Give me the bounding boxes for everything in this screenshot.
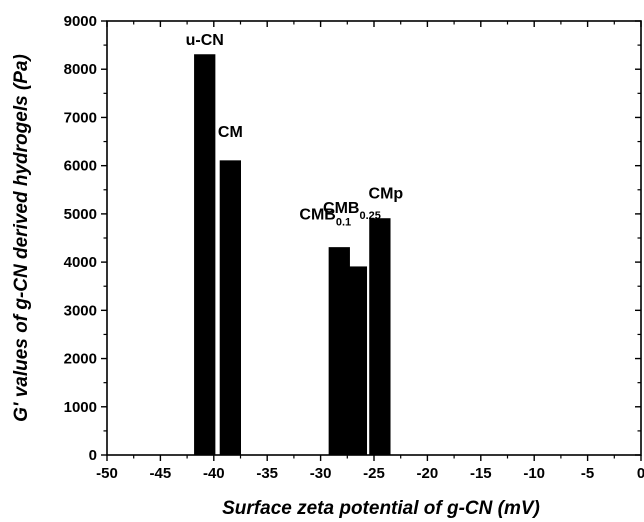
y-axis-title: G' values of g-CN derived hydrogels (Pa): [11, 54, 32, 422]
x-tick-label: -40: [203, 465, 225, 482]
y-tick-label: 4000: [64, 254, 97, 271]
bar-label: CM: [218, 124, 243, 141]
x-tick-label: -50: [96, 465, 118, 482]
x-tick-label: -10: [523, 465, 545, 482]
x-tick-label: -45: [150, 465, 172, 482]
bar-label: CMp: [369, 186, 404, 203]
x-tick-label: -15: [470, 465, 492, 482]
y-tick-label: 2000: [64, 351, 97, 368]
bar-label: u-CN: [186, 32, 224, 49]
bar: [369, 218, 391, 456]
y-tick-label: 6000: [64, 158, 97, 175]
x-tick-label: -30: [310, 465, 332, 482]
bar-label: CMB0.1: [299, 207, 351, 229]
y-tick-label: 1000: [64, 399, 97, 416]
bar: [194, 54, 216, 456]
bar: [328, 247, 350, 456]
y-tick-label: 3000: [64, 302, 97, 319]
axes: -50 -45 -40 -35 -30 -25 -20 -15 -10 -5 00100020003…: [64, 13, 644, 482]
bar: [219, 160, 241, 456]
x-axis-title: Surface zeta potential of g-CN (mV): [222, 498, 540, 519]
y-tick-label: 5000: [64, 206, 97, 223]
x-tick-label: -25: [363, 465, 385, 482]
y-tick-label: 7000: [64, 109, 97, 126]
y-tick-label: 0: [89, 447, 97, 464]
y-tick-label: 8000: [64, 61, 97, 78]
x-tick-label: -35: [256, 465, 278, 482]
x-tick-label: -5: [581, 465, 594, 482]
x-tick-label: 0: [637, 465, 644, 482]
plot-area: [194, 54, 391, 456]
bar-label: CMB0.25: [323, 200, 381, 222]
x-tick-label: -20: [417, 465, 439, 482]
y-tick-label: 9000: [64, 13, 97, 30]
bar: [348, 266, 368, 456]
